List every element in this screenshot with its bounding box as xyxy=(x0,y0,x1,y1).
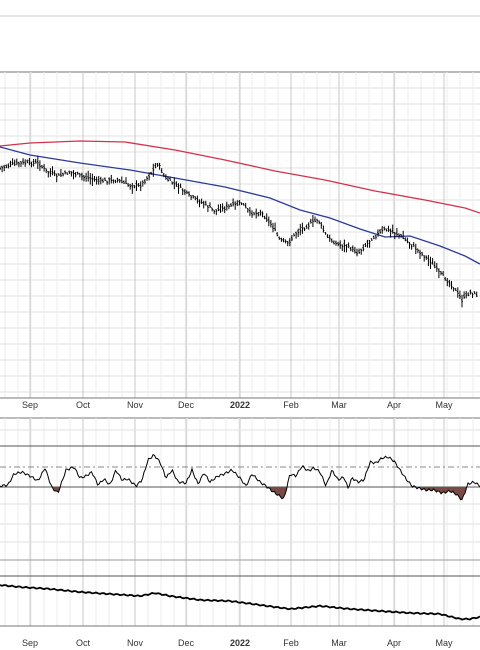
lower-x-tick-label: May xyxy=(435,638,453,648)
price-x-tick-label: Oct xyxy=(76,400,91,410)
lower-x-tick-label: Feb xyxy=(283,638,299,648)
price-x-tick-label: May xyxy=(435,400,453,410)
lower-panel: Sep Oct Nov Dec 2022 Feb Mar Apr May xyxy=(0,559,480,648)
price-x-tick-label: Dec xyxy=(178,400,195,410)
price-x-tick-label: Sep xyxy=(22,400,38,410)
lower-x-tick-label: Nov xyxy=(127,638,144,648)
ma-slow-line xyxy=(0,140,480,214)
lower-x-tick-label: Dec xyxy=(178,638,195,648)
lower-x-tick-label: 2022 xyxy=(230,638,250,648)
ma-fast-line xyxy=(0,146,480,265)
lower-x-tick-label: Mar xyxy=(331,638,347,648)
price-x-tick-label: Apr xyxy=(387,400,401,410)
lower-x-tick-label: Oct xyxy=(76,638,91,648)
price-panel: Sep Oct Nov Dec 2022 Feb Mar Apr May xyxy=(0,71,480,410)
price-x-tick-label: 2022 xyxy=(230,400,250,410)
lower-indicator-line xyxy=(0,584,480,621)
price-x-tick-label: Feb xyxy=(283,400,299,410)
rsi-oversold-fill xyxy=(267,487,287,499)
price-x-tick-label: Nov xyxy=(127,400,144,410)
lower-x-tick-label: Apr xyxy=(387,638,401,648)
rsi-oversold-fill xyxy=(52,487,60,493)
lower-x-tick-label: Sep xyxy=(22,638,38,648)
rsi-oversold-fill xyxy=(417,487,467,500)
rsi-line xyxy=(0,454,480,501)
rsi-panel xyxy=(0,417,480,560)
price-x-tick-label: Mar xyxy=(331,400,347,410)
